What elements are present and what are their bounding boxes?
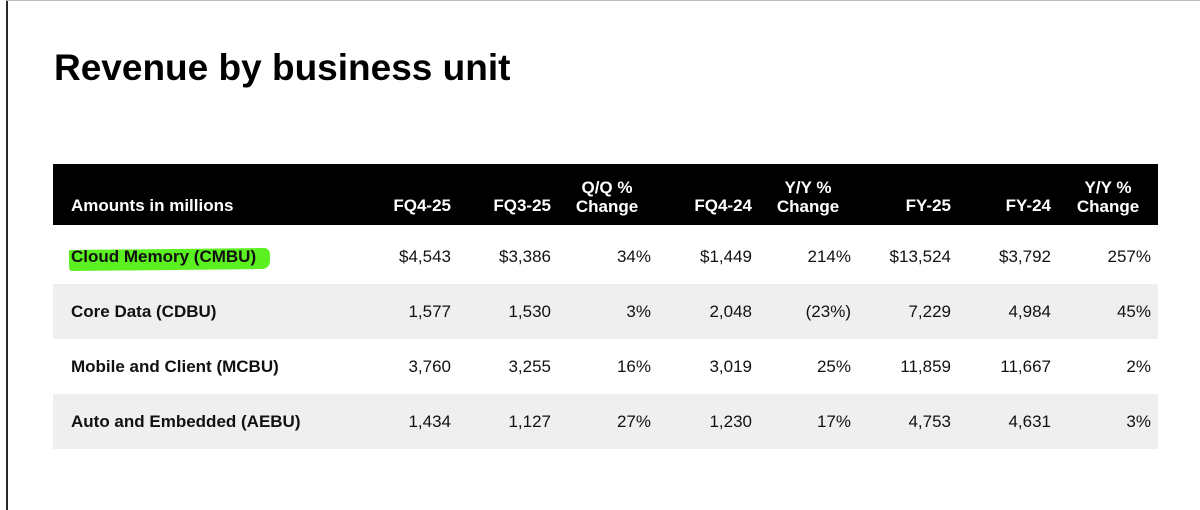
header-yy-change-line1: Y/Y %	[784, 178, 832, 197]
cell-qq-change: 3%	[626, 301, 651, 321]
row-label: Core Data (CDBU)	[71, 301, 217, 321]
cell-yy-change-fy: 257%	[1107, 246, 1151, 266]
cell-yy-change-fy: 2%	[1126, 356, 1151, 376]
cell-fq4-24: 3,019	[709, 356, 752, 376]
cell-fy-24: $3,792	[999, 246, 1051, 266]
header-fq3-25: FQ3-25	[493, 196, 551, 215]
table-row-cmbu: Cloud Memory (CMBU) $4,543 $3,386 34% $1…	[53, 229, 1158, 284]
table-header-row: Amounts in millions FQ4-25 FQ3-25 Q/Q % …	[53, 164, 1158, 225]
cell-fq4-25: 1,434	[408, 411, 451, 431]
cell-fq4-24: $1,449	[700, 246, 752, 266]
header-yy-change-line2: Change	[776, 197, 840, 216]
header-fq4-25: FQ4-25	[393, 196, 451, 215]
cell-fq3-25: $3,386	[499, 246, 551, 266]
cell-qq-change: 34%	[616, 246, 651, 266]
header-amounts-in-millions: Amounts in millions	[71, 196, 234, 215]
cell-fy-25: 11,859	[900, 356, 951, 376]
cell-fq3-25: 3,255	[508, 356, 551, 376]
table-row-aebu: Auto and Embedded (AEBU) 1,434 1,127 27%…	[53, 394, 1158, 449]
row-label: Cloud Memory (CMBU)	[71, 229, 371, 284]
header-fy-25: FY-25	[905, 196, 951, 215]
cell-yy-change: 17%	[816, 411, 851, 431]
cell-fq4-25: 1,577	[408, 301, 451, 321]
header-qq-change: Q/Q % Change	[563, 164, 651, 225]
cell-fy-24: 4,631	[1008, 411, 1051, 431]
header-yy-change-fy-line1: Y/Y %	[1084, 178, 1132, 197]
header-qq-change-line1: Q/Q %	[581, 178, 633, 197]
header-yy-change-fy: Y/Y % Change	[1063, 164, 1153, 225]
header-qq-change-line2: Change	[575, 197, 639, 216]
cell-fy-25: $13,524	[889, 246, 951, 266]
cell-fq4-25: $4,543	[399, 246, 451, 266]
revenue-table: Amounts in millions FQ4-25 FQ3-25 Q/Q % …	[53, 164, 1158, 449]
page-left-border	[6, 0, 8, 510]
cell-fy-25: 7,229	[908, 301, 951, 321]
cell-fy-24: 11,667	[1000, 356, 1051, 376]
cell-yy-change: 25%	[816, 356, 851, 376]
cell-fy-24: 4,984	[1008, 301, 1051, 321]
cell-fq4-25: 3,760	[408, 356, 451, 376]
row-label-text: Cloud Memory (CMBU)	[71, 246, 257, 266]
row-label: Mobile and Client (MCBU)	[71, 356, 279, 376]
cell-fq4-24: 1,230	[709, 411, 752, 431]
header-yy-change-fy-line2: Change	[1076, 197, 1140, 216]
cell-yy-change-fy: 45%	[1116, 301, 1151, 321]
cell-fy-25: 4,753	[908, 411, 951, 431]
cell-fq3-25: 1,127	[508, 411, 551, 431]
cell-qq-change: 16%	[616, 356, 651, 376]
row-label: Auto and Embedded (AEBU)	[71, 411, 301, 431]
cell-qq-change: 27%	[616, 411, 651, 431]
cell-yy-change: (23%)	[805, 301, 851, 321]
cell-fq3-25: 1,530	[508, 301, 551, 321]
page-title: Revenue by business unit	[54, 47, 511, 88]
table-row-cdbu: Core Data (CDBU) 1,577 1,530 3% 2,048 (2…	[53, 284, 1158, 339]
header-fq4-24: FQ4-24	[694, 196, 752, 215]
highlighted-label: Cloud Memory (CMBU)	[71, 247, 256, 267]
table-row-mcbu: Mobile and Client (MCBU) 3,760 3,255 16%…	[53, 339, 1158, 394]
cell-yy-change: 214%	[807, 246, 851, 266]
cell-fq4-24: 2,048	[709, 301, 752, 321]
page-top-border	[6, 0, 1200, 1]
header-fy-24: FY-24	[1005, 196, 1051, 215]
cell-yy-change-fy: 3%	[1126, 411, 1151, 431]
header-yy-change: Y/Y % Change	[761, 164, 855, 225]
